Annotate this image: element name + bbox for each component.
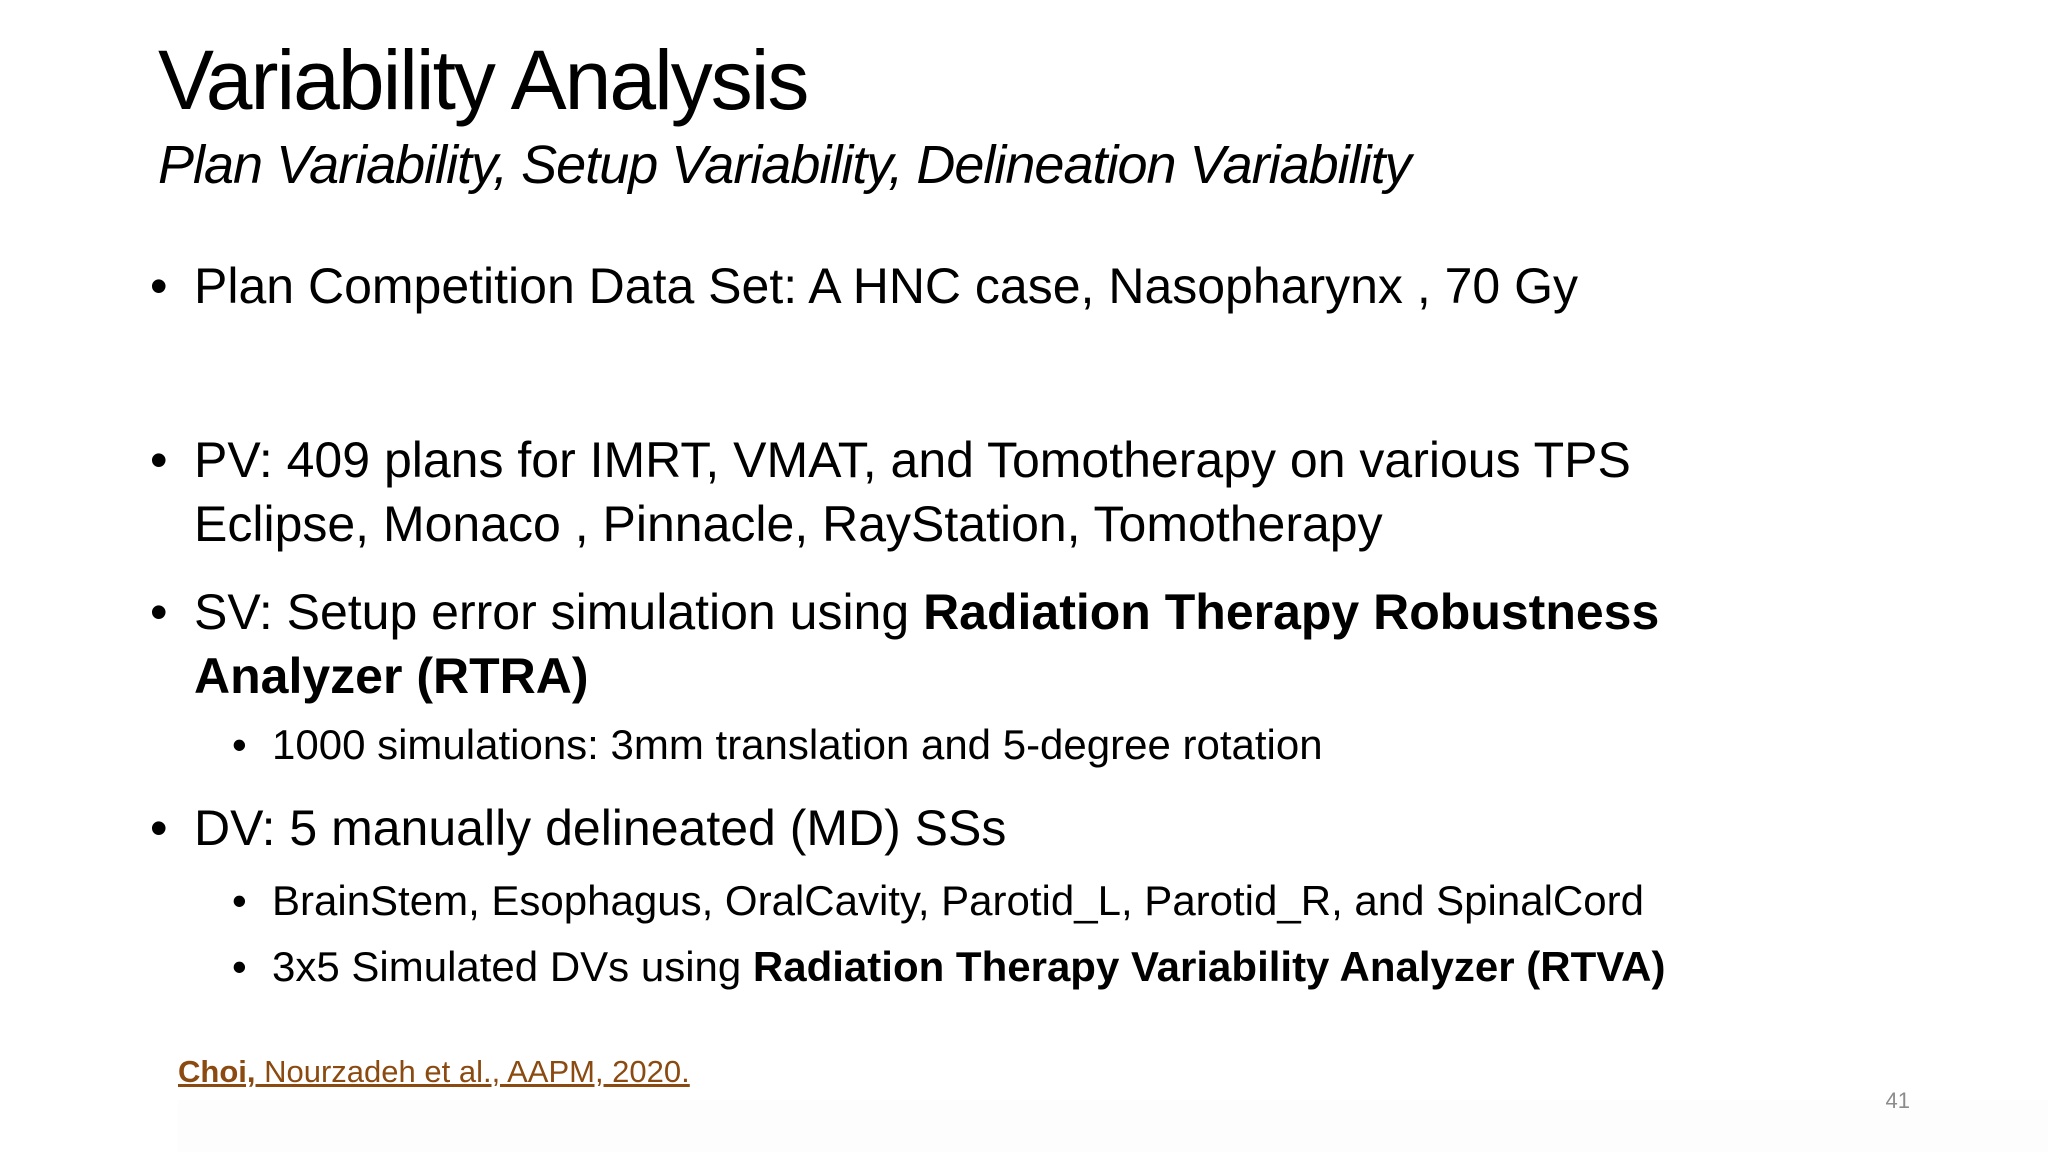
- rtra-name-line-1: Radiation Therapy Robustness: [923, 584, 1660, 640]
- bullet-line-2: Eclipse, Monaco , Pinnacle, RayStation, …: [194, 496, 1383, 552]
- bullet-marker: •: [150, 584, 168, 640]
- bullet-text: SV: Setup error simulation using Radiati…: [194, 580, 1874, 708]
- sub-bullet-text: 1000 simulations: 3mm translation and 5-…: [272, 721, 1323, 768]
- bullet-prefix: SV: Setup error simulation using: [194, 584, 924, 640]
- sub-bullet-marker: •: [232, 877, 247, 924]
- bullet-text: DV: 5 manually delineated (MD) SSs: [194, 800, 1007, 856]
- bullet-marker: •: [150, 800, 168, 856]
- citation-author: Choi,: [178, 1054, 256, 1089]
- sub-bullet-marker: •: [232, 943, 247, 990]
- slide-subtitle: Plan Variability, Setup Variability, Del…: [158, 135, 1412, 195]
- sub-bullet-text: BrainStem, Esophagus, OralCavity, Paroti…: [272, 877, 1644, 924]
- rtva-name: Radiation Therapy Variability Analyzer (…: [752, 943, 1666, 990]
- bullet-marker: •: [150, 432, 168, 488]
- citation-link[interactable]: Choi, Nourzadeh et al., AAPM, 2020.: [178, 1052, 690, 1092]
- rtra-name-line-2: Analyzer (RTRA): [194, 648, 589, 704]
- sub-bullet-prefix: 3x5 Simulated DVs using: [272, 943, 753, 990]
- citation-rest: Nourzadeh et al., AAPM, 2020.: [255, 1054, 690, 1089]
- sub-bullet-marker: •: [232, 721, 247, 768]
- slide-title: Variability Analysis: [158, 33, 809, 127]
- sub-bullet-text: 3x5 Simulated DVs using Radiation Therap…: [272, 940, 1665, 994]
- page-number: 41: [1885, 1088, 1910, 1113]
- bullet-line-1: PV: 409 plans for IMRT, VMAT, and Tomoth…: [194, 432, 1631, 488]
- bullet-text: PV: 409 plans for IMRT, VMAT, and Tomoth…: [194, 428, 1874, 556]
- bullet-marker: •: [150, 258, 168, 314]
- bullet-text: Plan Competition Data Set: A HNC case, N…: [194, 258, 1579, 314]
- bottom-strip: [178, 1100, 2048, 1152]
